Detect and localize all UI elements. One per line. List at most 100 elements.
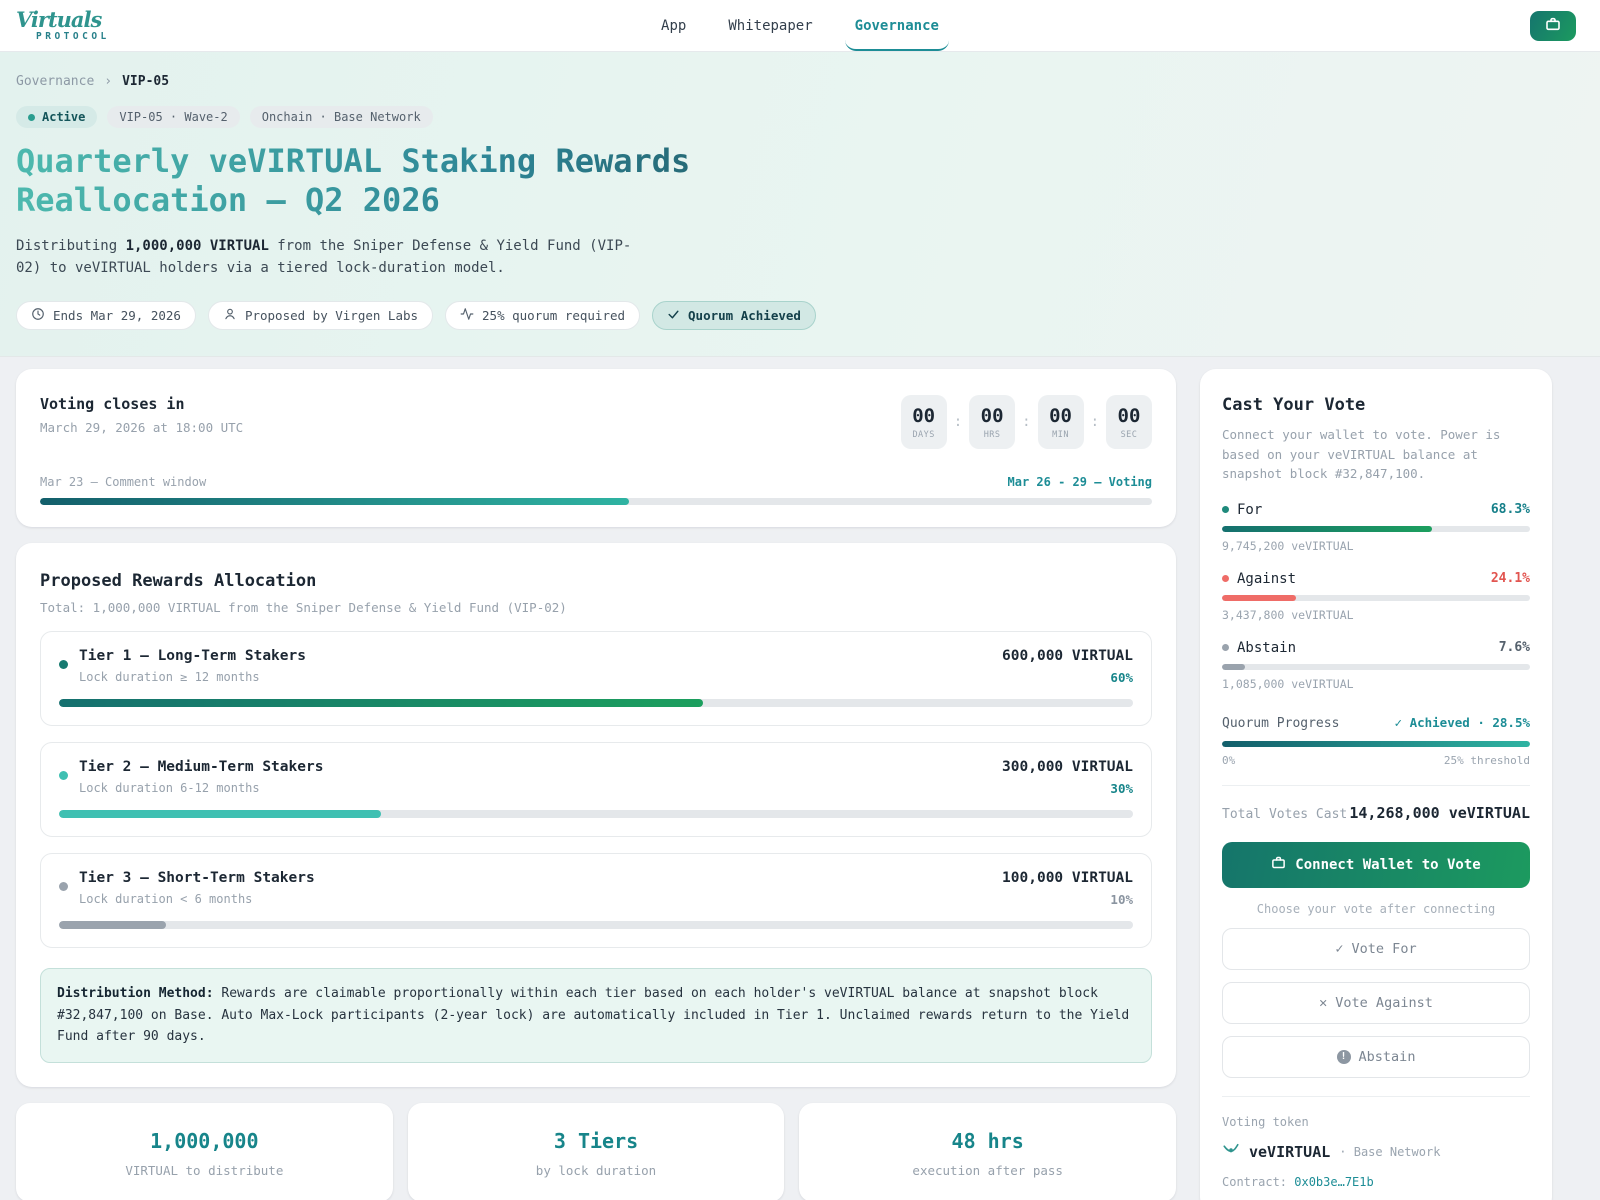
stat-value-execution: 48 hrs: [951, 1128, 1024, 1153]
abstain-bar-fill: [1222, 663, 1246, 670]
active-dot: [28, 113, 35, 121]
contract-address-link[interactable]: 0x0b3e…7E1b: [1294, 1174, 1374, 1189]
tier-3-percent: 10%: [1110, 892, 1133, 908]
tier-2-row: Tier 2 — Medium-Term Stakers 300,000 VIR…: [40, 742, 1152, 838]
vote-against-button[interactable]: ✕ Vote Against: [1222, 981, 1530, 1024]
countdown-colon: :: [1090, 414, 1099, 431]
status-badge-label: Active: [42, 110, 86, 124]
stat-card-tiers: 3 Tiers by lock duration: [407, 1102, 785, 1200]
quorum-status: ✓ Achieved · 28.5%: [1394, 714, 1530, 730]
summary-prefix: Distributing: [16, 238, 126, 255]
wallet-icon: [1271, 855, 1286, 874]
wallet-icon: [1545, 16, 1561, 35]
countdown-min-box: 00 MIN: [1037, 395, 1084, 450]
quorum-progress-label: Quorum Progress: [1222, 715, 1340, 731]
distribution-method-text: Rewards are claimable proportionally wit…: [57, 986, 1130, 1045]
quorum-achieved-chip: Quorum Achieved: [652, 301, 816, 331]
breadcrumb-separator: ›: [104, 74, 113, 89]
stat-value-distribute: 1,000,000: [150, 1128, 259, 1153]
person-icon: [223, 307, 237, 324]
cast-your-vote-card: Cast Your Vote Connect your wallet to vo…: [1200, 369, 1552, 1200]
stats-row: 1,000,000 VIRTUAL to distribute 3 Tiers …: [16, 1102, 1177, 1200]
breadcrumb: Governance › VIP-05: [16, 74, 1576, 89]
divider: [1222, 784, 1530, 786]
nav-item-whitepaper[interactable]: Whitepaper: [728, 17, 813, 34]
against-bar-fill: [1222, 594, 1297, 601]
tier-3-row: Tier 3 — Short-Term Stakers 100,000 VIRT…: [40, 853, 1152, 949]
vote-hint: Choose your vote after connecting: [1256, 901, 1496, 916]
tier-2-amount: 300,000 VIRTUAL: [1002, 759, 1133, 776]
breadcrumb-governance[interactable]: Governance: [16, 74, 95, 89]
total-votes-label: Total Votes Cast: [1222, 806, 1348, 822]
proposal-id-badge: VIP-05 · Wave-2: [107, 106, 240, 128]
summary-amount: 1,000,000 VIRTUAL: [125, 238, 269, 255]
logo-script-text: Virtuals: [16, 7, 102, 33]
tier-2-bar-fill: [59, 810, 382, 819]
countdown-hrs-value: 00: [980, 404, 1004, 427]
rewards-allocation-card: Proposed Rewards Allocation Total: 1,000…: [16, 543, 1176, 1087]
wallet-button[interactable]: [1530, 10, 1576, 41]
summary-suffix: from the Sniper Defense & Yield Fund (VI…: [16, 238, 632, 276]
cross-icon: ✕: [1319, 994, 1328, 1011]
tier-3-dot: [59, 882, 68, 892]
tier-1-lock-duration: Lock duration ≥ 12 months: [79, 670, 260, 685]
for-votes: 9,745,200 veVIRTUAL: [1222, 538, 1354, 553]
countdown-deadline: March 29, 2026 at 18:00 UTC: [40, 420, 244, 436]
against-votes: 3,437,800 veVIRTUAL: [1222, 607, 1354, 622]
tier-2-dot: [59, 771, 68, 781]
check-icon: [667, 308, 680, 324]
right-sidebar: Cast Your Vote Connect your wallet to vo…: [1200, 369, 1552, 1200]
abstain-votes: 1,085,000 veVIRTUAL: [1222, 676, 1354, 691]
abstain-button-label: Abstain: [1358, 1048, 1416, 1065]
tier-1-row: Tier 1 — Long-Term Stakers 600,000 VIRTU…: [40, 631, 1152, 727]
vote-for-button-label: Vote For: [1351, 940, 1417, 957]
countdown-timer: 00 DAYS : 00 HRS : 00 MIN : 00: [900, 395, 1152, 450]
countdown-sec-label: SEC: [1120, 429, 1138, 440]
meta-chip-row: Ends Mar 29, 2026 Proposed by Virgen Lab…: [16, 301, 1576, 331]
abstain-dot: [1222, 644, 1229, 652]
network-badge: Onchain · Base Network: [249, 106, 433, 128]
tier-3-bar-fill: [59, 921, 167, 930]
tier-1-percent: 60%: [1110, 670, 1133, 686]
tier-3-name: Tier 3 — Short-Term Stakers: [79, 870, 315, 887]
proposer-chip: Proposed by Virgen Labs: [207, 301, 434, 331]
connect-wallet-button[interactable]: Connect Wallet to Vote: [1222, 841, 1530, 888]
check-icon: ✓: [1335, 940, 1344, 957]
top-nav-bar: Virtuals PROTOCOL App Whitepaper Governa…: [0, 0, 1600, 52]
abstain-label: Abstain: [1237, 639, 1297, 656]
against-bar-track: [1222, 594, 1530, 601]
for-label: For: [1237, 501, 1263, 518]
countdown-hrs-label: HRS: [983, 429, 1001, 440]
timeline-progress-track: [40, 498, 1152, 506]
allocation-subtitle: Total: 1,000,000 VIRTUAL from the Sniper…: [40, 600, 567, 616]
proposal-summary: Distributing 1,000,000 VIRTUAL from the …: [16, 236, 656, 279]
timeline-progress-fill: [40, 498, 630, 506]
voting-countdown-card: Voting closes in March 29, 2026 at 18:00…: [16, 369, 1176, 528]
quorum-bar-track: [1222, 740, 1530, 747]
exclamation-circle-icon: !: [1336, 1049, 1351, 1064]
countdown-title: Voting closes in: [40, 395, 185, 414]
nav-item-governance[interactable]: Governance: [844, 12, 950, 51]
allocation-title: Proposed Rewards Allocation: [40, 571, 317, 592]
abstain-button[interactable]: ! Abstain: [1222, 1035, 1530, 1078]
tier-2-lock-duration: Lock duration 6-12 months: [79, 781, 260, 796]
main-content: Voting closes in March 29, 2026 at 18:00…: [0, 357, 1600, 1200]
contract-row: Contract: 0x0b3e…7E1b: [1222, 1175, 1530, 1189]
tier-1-name: Tier 1 — Long-Term Stakers: [79, 648, 306, 665]
tier-1-bar-track: [59, 699, 1133, 708]
main-nav: App Whitepaper Governance: [659, 12, 950, 51]
for-dot: [1222, 506, 1229, 514]
virtuals-protocol-logo[interactable]: Virtuals PROTOCOL: [16, 9, 110, 42]
countdown-min-value: 00: [1049, 404, 1072, 427]
against-dot: [1222, 575, 1229, 583]
nav-item-app[interactable]: App: [661, 17, 687, 34]
status-badge: Active: [16, 106, 98, 128]
tier-2-name: Tier 2 — Medium-Term Stakers: [79, 759, 324, 776]
token-name: veVIRTUAL: [1249, 1142, 1331, 1161]
proposal-hero: Governance › VIP-05 Active VIP-05 · Wave…: [0, 52, 1600, 358]
timeline-voting-window: Mar 26 - 29 — Voting: [1007, 475, 1153, 490]
tier-2-bar-track: [59, 810, 1133, 819]
countdown-sec-box: 00 SEC: [1106, 395, 1152, 450]
vote-for-button[interactable]: ✓ Vote For: [1222, 927, 1530, 970]
token-network: · Base Network: [1339, 1144, 1441, 1159]
